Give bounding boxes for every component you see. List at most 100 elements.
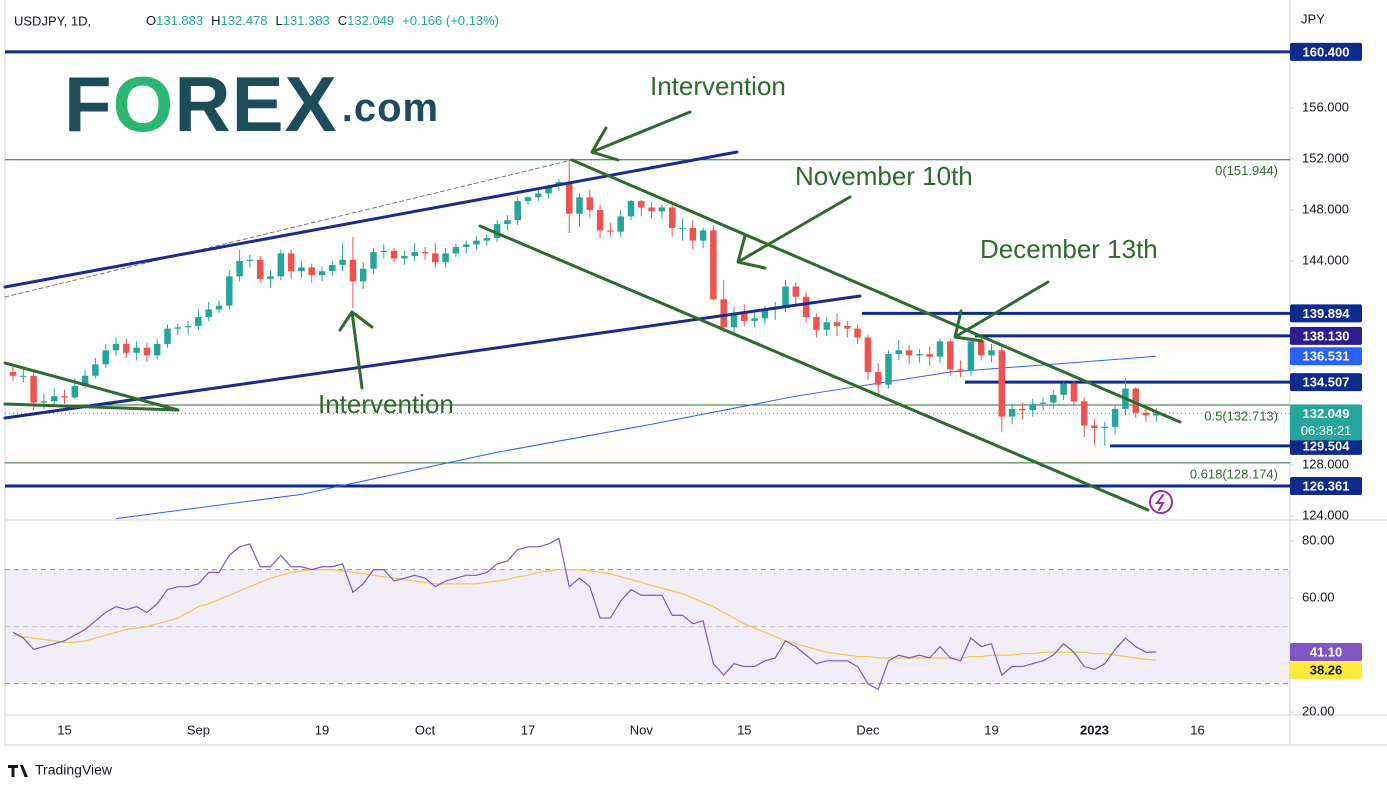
candle-body	[535, 193, 542, 198]
candle-body	[92, 364, 99, 376]
ohlc-key: H	[211, 13, 220, 28]
candle-body	[792, 286, 800, 297]
candle-body	[977, 341, 985, 356]
candle-body	[153, 343, 161, 356]
candle-body	[545, 185, 552, 194]
candle-body	[576, 197, 583, 214]
candle-body	[916, 354, 923, 356]
candle-body	[741, 313, 748, 321]
ohlc-value: 131.383	[283, 13, 330, 28]
marks: 124.000 128.000 144.000 148.000 152.000 156.0…	[5, 42, 1362, 737]
drawings	[3, 110, 1182, 514]
candle-body	[473, 240, 480, 245]
ohlc-value: 131.883	[156, 13, 203, 28]
candle-body	[1111, 408, 1119, 427]
candle-body	[813, 317, 820, 330]
candle-body	[61, 396, 68, 398]
candle-body	[1060, 383, 1067, 395]
logo-part: F	[64, 60, 113, 148]
candle-body	[1080, 401, 1088, 426]
fib-label: 0.618(128.174)	[1190, 466, 1278, 481]
candle-body	[1050, 394, 1057, 403]
candle-body	[349, 259, 357, 282]
candle-body	[401, 255, 408, 259]
price-badge-label: 134.507	[1303, 375, 1350, 390]
x-tick-label: Sep	[187, 722, 210, 737]
candle-body	[236, 261, 243, 277]
arrow	[953, 280, 1050, 343]
rsi-line	[12, 537, 1157, 691]
candle-body	[648, 207, 655, 212]
candle-body	[699, 230, 707, 241]
candle-body	[390, 250, 398, 259]
dashed-line	[4, 159, 573, 298]
candle-body	[164, 328, 171, 344]
price-badge-label: 136.531	[1303, 349, 1350, 364]
price-badge-label: 132.049	[1303, 406, 1350, 421]
ohlc-value: 132.478	[221, 13, 268, 28]
price-badge	[1290, 42, 1362, 61]
x-tick-label: 17	[521, 722, 535, 737]
candle-body	[174, 327, 182, 329]
candle-body	[1029, 403, 1036, 411]
rsi-ma-line	[12, 569, 1157, 661]
arrow	[338, 310, 374, 390]
price-badge	[1290, 304, 1362, 323]
candle-body	[1142, 412, 1150, 416]
candle-body	[205, 309, 212, 318]
alert-icon	[1155, 494, 1165, 511]
x-tick-label: 19	[984, 722, 998, 737]
fib-label: 0(151.944)	[1215, 163, 1278, 178]
candle-body	[596, 210, 604, 231]
y-tick-label: 148.000	[1302, 201, 1349, 216]
price-badge-label: 41.10	[1310, 644, 1343, 659]
candle-body	[905, 350, 913, 356]
annotation: November 10th	[795, 161, 973, 191]
candle-body	[411, 252, 418, 256]
arrows	[338, 110, 1050, 390]
price-badge	[1290, 660, 1362, 679]
footer: TradingView	[35, 762, 113, 778]
y-tick-label: 152.000	[1302, 150, 1349, 165]
price-badge-label: 129.504	[1303, 438, 1351, 453]
candle-body	[710, 230, 717, 300]
footer-logo	[8, 765, 28, 777]
candle-body	[359, 268, 367, 282]
candle-body	[730, 313, 738, 328]
candle-body	[246, 259, 254, 262]
symbol: USDJPY, 1D,	[14, 13, 91, 28]
candle-body	[1091, 425, 1098, 429]
price-badge	[1290, 373, 1362, 392]
countdown: 06:38:21	[1301, 423, 1352, 438]
trend-line	[3, 361, 180, 412]
candle-body	[926, 354, 933, 357]
candle-body	[30, 375, 37, 403]
candle-body	[504, 220, 511, 225]
candle-body	[668, 207, 676, 228]
candle-body	[329, 264, 336, 272]
alert-icon	[1149, 490, 1173, 514]
candle-body	[885, 354, 892, 385]
arrow	[590, 110, 692, 162]
x-tick-label: Dec	[856, 722, 880, 737]
candle-body	[380, 250, 388, 253]
rsi-band	[5, 569, 1290, 684]
candle-body	[50, 396, 58, 402]
fib-label: 0.5(132.713)	[1204, 408, 1278, 423]
candle-body	[123, 343, 130, 353]
candle-body	[874, 371, 882, 385]
candle-body	[1101, 426, 1109, 429]
candle-body	[967, 341, 975, 371]
candle-body	[318, 271, 326, 276]
candle-body	[71, 385, 79, 398]
candle-body	[215, 305, 223, 310]
candle-body	[226, 276, 233, 306]
annotation: December 13th	[980, 234, 1158, 264]
candle-body	[957, 369, 964, 371]
candle-body	[833, 322, 841, 327]
candle-body	[565, 181, 573, 214]
candle-body	[287, 253, 295, 272]
candle-body	[102, 350, 109, 365]
